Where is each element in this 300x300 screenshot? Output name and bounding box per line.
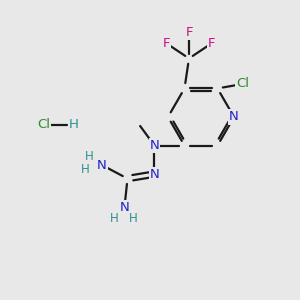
Text: Cl: Cl [236, 77, 250, 90]
Text: N: N [97, 159, 107, 172]
Text: F: F [185, 26, 193, 39]
Text: N: N [150, 168, 159, 181]
Text: Cl: Cl [37, 118, 50, 131]
Text: H: H [81, 163, 90, 176]
Text: H: H [69, 118, 78, 131]
Text: F: F [163, 37, 170, 50]
Text: N: N [229, 110, 239, 124]
Text: H: H [85, 150, 94, 163]
Text: N: N [150, 139, 159, 152]
Text: N: N [120, 201, 129, 214]
Text: F: F [208, 37, 215, 50]
Text: H: H [129, 212, 138, 225]
Text: H: H [110, 212, 118, 225]
